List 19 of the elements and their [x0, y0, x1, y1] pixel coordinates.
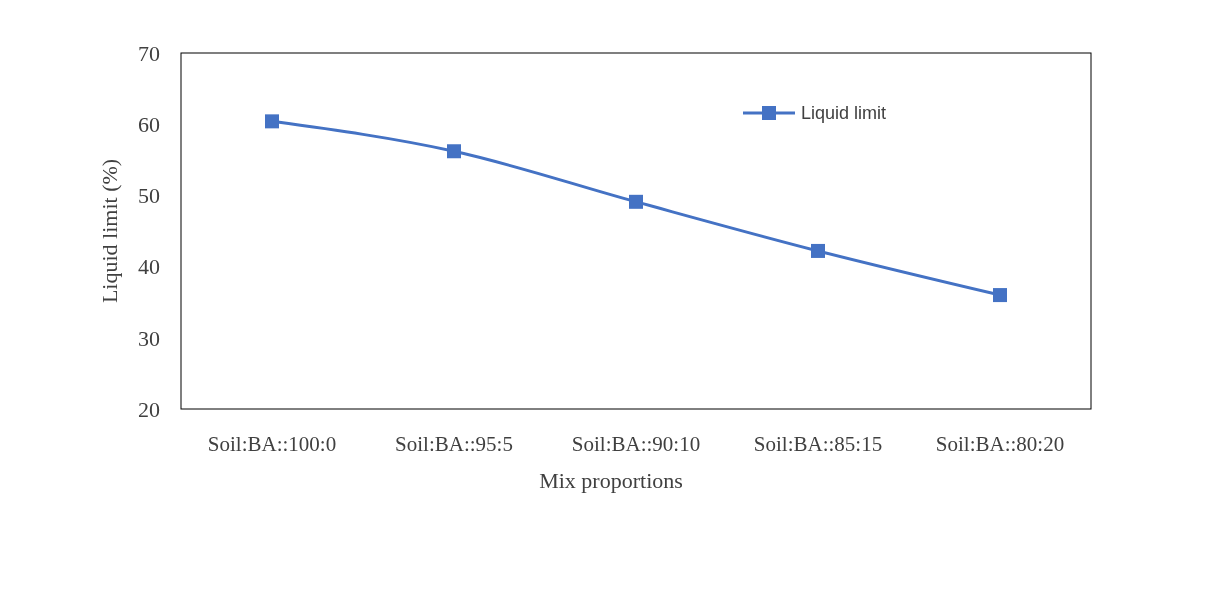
point: [447, 144, 461, 159]
x-tick-label: Soil:BA::80:20: [935, 432, 1065, 456]
x-tick-label: Soil:BA::90:10: [571, 432, 701, 456]
point: [629, 194, 643, 209]
legend-label: Liquid limit: [801, 103, 887, 124]
point: [265, 114, 279, 129]
y-axis-title: Liquid limit (%): [97, 158, 122, 304]
y-tick-label: 70: [138, 40, 160, 66]
x-tick-label: Soil:BA::100:0: [207, 432, 337, 456]
y-tick-label: 20: [138, 396, 160, 422]
y-tick-label: 60: [138, 111, 160, 137]
y-tick-label: 50: [138, 183, 160, 209]
x-tick-label: Soil:BA::95:5: [395, 432, 513, 456]
x-axis-title: Mix proportions: [539, 468, 683, 493]
point: [993, 288, 1007, 303]
y-tick-label: 30: [138, 325, 160, 351]
x-tick-label: Soil:BA::85:15: [753, 432, 883, 456]
y-tick-label: 40: [138, 254, 160, 280]
point: [811, 243, 825, 258]
